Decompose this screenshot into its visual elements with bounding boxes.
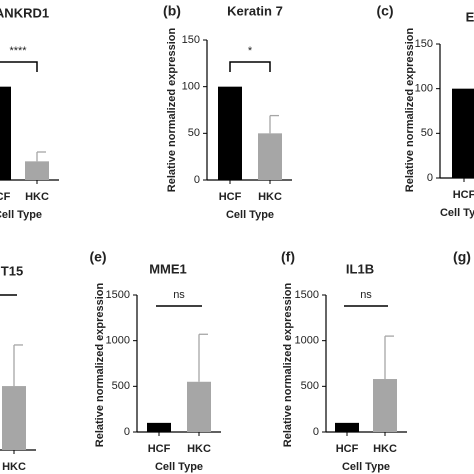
y-tick-label: 1500 (106, 289, 130, 301)
significance-bracket (229, 61, 271, 72)
y-tick-label: 50 (421, 127, 433, 139)
bar (218, 86, 242, 180)
y-tick-label: 150 (415, 38, 433, 50)
bar (258, 133, 282, 180)
x-tick-label: HKC (2, 461, 26, 473)
x-axis-label: Cell Type (440, 207, 474, 219)
bar (187, 381, 211, 432)
bar (0, 86, 11, 180)
bar (147, 422, 171, 432)
bar (25, 161, 49, 180)
chart-title: ANKRD1 (0, 5, 49, 20)
y-tick-label: 150 (182, 34, 200, 46)
y-tick-label: 0 (313, 426, 319, 438)
x-tick-label: HKC (258, 191, 282, 203)
y-tick-label: 500 (301, 380, 319, 392)
bar (373, 379, 397, 432)
y-tick-label: 100 (415, 83, 433, 95)
y-tick-label: 500 (112, 380, 130, 392)
x-tick-label: HKC (25, 191, 49, 203)
panel-label: (f) (281, 249, 295, 265)
y-axis-label: Relative normalized expression (94, 282, 106, 447)
y-tick-label: 0 (194, 174, 200, 186)
x-tick-label: HKC (187, 443, 211, 455)
panel-label: (c) (376, 3, 393, 19)
x-axis-label: Cell Type (342, 461, 390, 473)
y-tick-label: 1000 (295, 335, 319, 347)
y-tick-label: 1500 (295, 289, 319, 301)
annotation: ns (360, 289, 372, 301)
chart-title: IL1B (346, 261, 374, 276)
x-tick-label: HCF (219, 191, 242, 203)
annotation: ns (173, 289, 185, 301)
y-axis-label: Relative normalized expression (404, 27, 416, 192)
bar (335, 422, 359, 432)
annotation: **** (9, 45, 27, 57)
annotation: * (248, 45, 253, 57)
x-tick-label: HCF (336, 443, 359, 455)
y-tick-label: 1000 (106, 335, 130, 347)
chart-title: T15 (1, 263, 23, 278)
bar (2, 386, 26, 450)
y-tick-label: 50 (188, 127, 200, 139)
panel-label: (b) (163, 3, 181, 19)
x-tick-label: HCF (0, 191, 11, 203)
x-tick-label: HKC (373, 443, 397, 455)
y-tick-label: 0 (124, 426, 130, 438)
panel-label: (g) (453, 249, 471, 265)
bar (452, 88, 474, 178)
significance-bracket (0, 61, 38, 72)
x-tick-label: HCF (148, 443, 171, 455)
x-axis-label: Cell Type (0, 209, 42, 221)
chart-title: E (466, 9, 474, 24)
chart-title: Keratin 7 (227, 3, 283, 18)
x-axis-label: Cell Type (155, 461, 203, 473)
panel-label: (e) (89, 249, 106, 265)
y-tick-label: 100 (182, 81, 200, 93)
y-tick-label: 0 (427, 172, 433, 184)
y-axis-label: Relative normalized expression (166, 27, 178, 192)
x-tick-label: HCF (453, 189, 474, 201)
chart-title: MME1 (149, 261, 187, 276)
x-axis-label: Cell Type (226, 209, 274, 221)
y-axis-label: Relative normalized expression (282, 282, 294, 447)
